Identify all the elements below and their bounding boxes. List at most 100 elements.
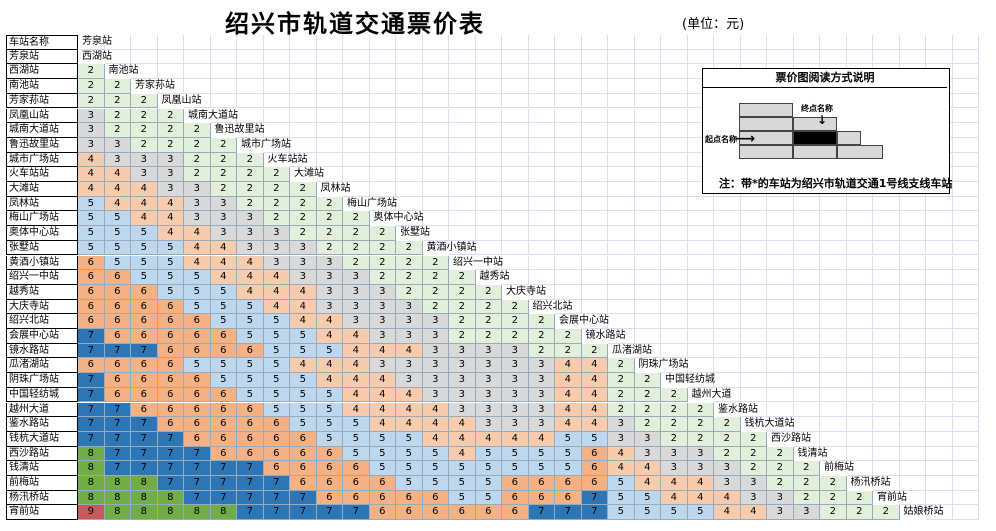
sheet-cell <box>369 93 396 109</box>
fare-cell: 2 <box>131 123 158 138</box>
fare-cell: 2 <box>343 255 370 271</box>
sheet-cell <box>793 402 820 418</box>
fare-cell: 2 <box>846 505 873 521</box>
sheet-cell <box>343 35 370 50</box>
sheet-cell <box>184 49 211 65</box>
sheet-cell <box>952 211 979 227</box>
sheet-cell <box>793 35 820 50</box>
sheet-cell <box>687 343 714 359</box>
sheet-cell <box>873 329 900 344</box>
sheet-cell <box>449 196 476 212</box>
fare-cell: 3 <box>343 284 370 300</box>
sheet-cell <box>952 196 979 212</box>
fare-cell: 3 <box>131 167 158 182</box>
sheet-cell <box>555 226 582 241</box>
fare-cell: 6 <box>131 284 158 300</box>
sheet-cell <box>926 402 953 418</box>
fare-cell: 5 <box>104 226 131 241</box>
fare-cell: 5 <box>449 461 476 476</box>
fare-cell: 4 <box>369 402 396 418</box>
diagonal-station-label: 绍兴一中站 <box>453 256 503 268</box>
sheet-cell <box>952 476 979 491</box>
fare-cell: 4 <box>237 255 264 271</box>
fare-cell: 6 <box>78 314 105 329</box>
sheet-cell <box>608 255 635 271</box>
sheet-cell <box>926 255 953 271</box>
fare-cell: 3 <box>740 490 767 506</box>
sheet-cell <box>555 167 582 182</box>
fare-cell: 3 <box>396 299 423 315</box>
sheet-cell <box>793 270 820 285</box>
sheet-cell <box>608 93 635 109</box>
fare-cell: 3 <box>422 373 449 388</box>
fare-cell: 6 <box>78 270 105 285</box>
fare-cell: 5 <box>131 240 158 256</box>
sheet-cell <box>502 137 529 153</box>
fare-cell: 3 <box>422 358 449 374</box>
fare-cell: 2 <box>555 343 582 359</box>
sheet-cell <box>502 196 529 212</box>
fare-cell: 2 <box>714 431 741 447</box>
sheet-cell <box>634 329 661 344</box>
sheet-cell <box>740 284 767 300</box>
sheet-cell <box>608 314 635 329</box>
sheet-cell <box>952 108 979 124</box>
sheet-cell <box>502 255 529 271</box>
fare-cell: 5 <box>528 446 555 462</box>
fare-cell: 6 <box>555 476 582 491</box>
sheet-cell <box>290 93 317 109</box>
sheet-cell <box>661 240 688 256</box>
fare-cell: 7 <box>290 490 317 506</box>
fare-cell: 7 <box>263 476 290 491</box>
sheet-cell <box>104 49 131 65</box>
fare-cell: 3 <box>502 343 529 359</box>
fare-cell: 5 <box>290 402 317 418</box>
sheet-cell <box>714 299 741 315</box>
fare-cell: 4 <box>555 417 582 432</box>
sheet-cell <box>767 35 794 50</box>
sheet-cell <box>846 35 873 50</box>
fare-cell: 2 <box>422 284 449 300</box>
sheet-cell <box>290 49 317 65</box>
sheet-cell <box>661 270 688 285</box>
sheet-cell <box>661 137 688 153</box>
sheet-cell <box>873 270 900 285</box>
fare-cell: 6 <box>237 431 264 447</box>
fare-cell: 2 <box>78 93 105 109</box>
sheet-cell <box>846 255 873 271</box>
sheet-cell <box>581 255 608 271</box>
sheet-cell <box>714 240 741 256</box>
diagonal-station-label: 越州大道 <box>691 388 732 400</box>
row-station-label: 绍兴一中站 <box>6 270 78 285</box>
sheet-cell <box>555 182 582 197</box>
sheet-cell <box>263 137 290 153</box>
sheet-cell <box>873 240 900 256</box>
sheet-cell <box>475 255 502 271</box>
row-station-label: 越秀站 <box>6 284 78 300</box>
sheet-cell <box>952 152 979 168</box>
sheet-cell <box>873 461 900 476</box>
sheet-cell <box>926 49 953 65</box>
sheet-cell <box>396 79 423 94</box>
diagonal-station-label: 芳泉站 <box>82 36 112 47</box>
diagonal-station-label: 芳家荪站 <box>135 80 175 92</box>
legend-block <box>739 103 793 117</box>
fare-cell: 3 <box>608 431 635 447</box>
fare-cell: 5 <box>608 490 635 506</box>
sheet-cell <box>502 211 529 227</box>
fare-cell: 4 <box>555 373 582 388</box>
sheet-cell <box>846 49 873 65</box>
fare-cell: 5 <box>581 431 608 447</box>
sheet-cell <box>846 211 873 227</box>
sheet-cell <box>926 226 953 241</box>
sheet-cell <box>899 358 926 374</box>
sheet-cell <box>608 123 635 138</box>
fare-cell: 2 <box>210 167 237 182</box>
fare-cell: 7 <box>210 461 237 476</box>
fare-cell: 4 <box>131 196 158 212</box>
sheet-cell <box>157 35 184 50</box>
fare-cell: 2 <box>449 329 476 344</box>
fare-cell: 3 <box>316 284 343 300</box>
sheet-cell <box>926 431 953 447</box>
fare-cell: 3 <box>475 417 502 432</box>
